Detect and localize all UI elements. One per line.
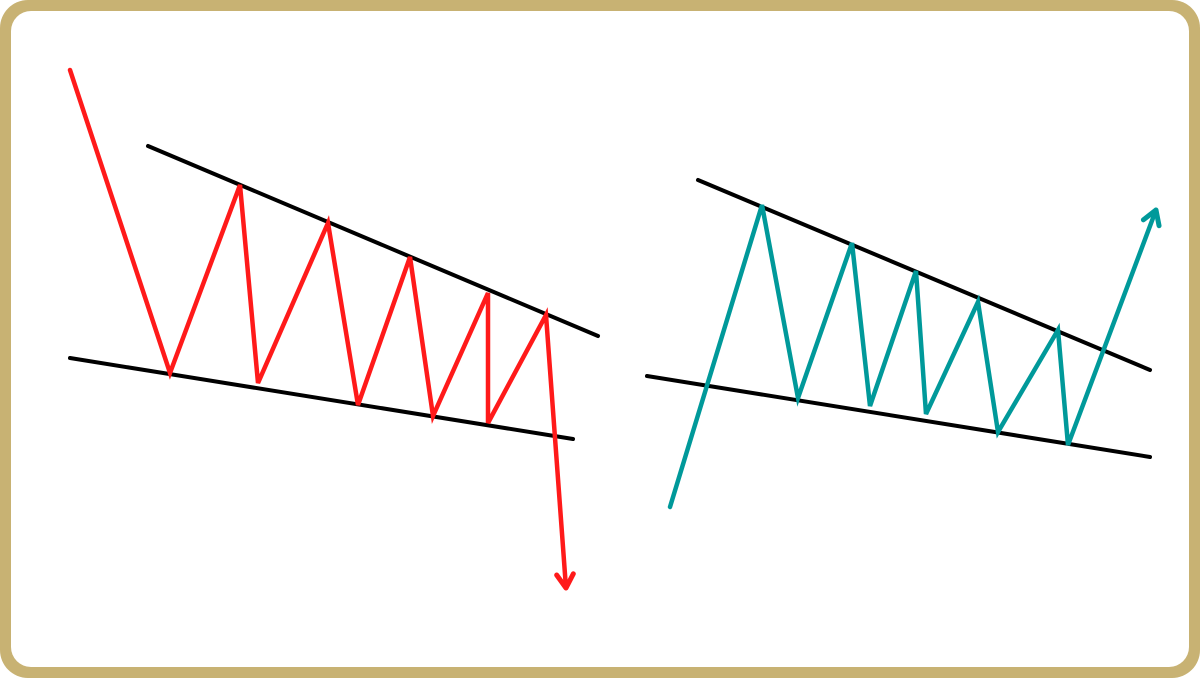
- price-path: [667, 204, 1159, 510]
- right-pattern-breakout: [645, 178, 1162, 510]
- price-path: [67, 67, 569, 591]
- arrow-up-icon: [1140, 207, 1162, 229]
- lower-trendline: [68, 356, 575, 441]
- left-pattern-breakdown: [67, 67, 600, 591]
- upper-trendline: [696, 178, 1152, 372]
- canvas-area: [11, 11, 1189, 667]
- arrow-down-icon: [554, 571, 576, 591]
- lower-trendline: [645, 374, 1152, 459]
- upper-trendline: [146, 144, 600, 338]
